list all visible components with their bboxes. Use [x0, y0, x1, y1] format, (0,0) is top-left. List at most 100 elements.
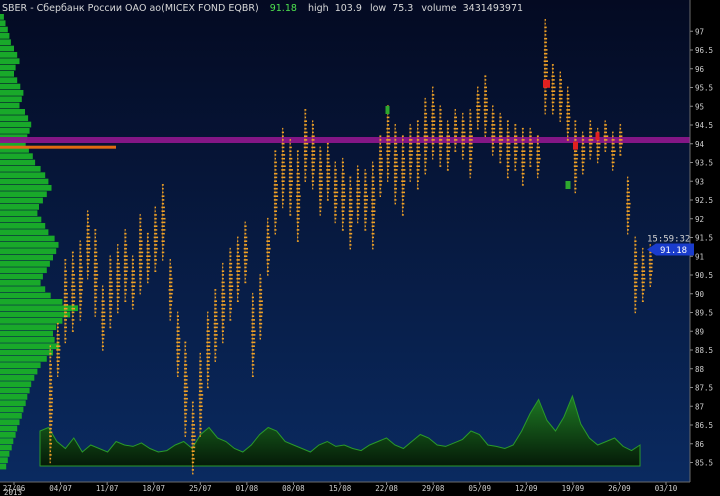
day-cluster[interactable]: [528, 127, 533, 167]
day-cluster[interactable]: [131, 255, 136, 310]
day-cluster[interactable]: [183, 341, 189, 437]
day-cluster[interactable]: [431, 86, 436, 160]
day-cluster[interactable]: [566, 86, 571, 141]
cluster-dash: [334, 169, 337, 171]
day-cluster[interactable]: [251, 292, 256, 377]
horizontal-line-94-1[interactable]: [0, 137, 690, 143]
cluster-dash: [206, 371, 209, 374]
day-cluster[interactable]: [176, 311, 181, 377]
day-cluster[interactable]: [311, 120, 316, 190]
day-cluster[interactable]: [491, 105, 496, 156]
day-cluster[interactable]: [78, 240, 84, 321]
day-cluster[interactable]: [506, 120, 511, 179]
cluster-dash: [484, 135, 486, 137]
day-cluster[interactable]: [266, 217, 271, 276]
day-cluster[interactable]: [356, 165, 361, 224]
day-cluster[interactable]: [168, 259, 174, 321]
day-cluster[interactable]: [633, 236, 639, 314]
day-cluster[interactable]: [258, 274, 263, 340]
cluster-dash: [48, 386, 53, 389]
day-cluster[interactable]: [393, 124, 399, 205]
day-cluster[interactable]: [483, 75, 488, 137]
day-cluster[interactable]: [611, 131, 616, 171]
day-cluster[interactable]: [228, 247, 234, 321]
day-cluster[interactable]: [93, 229, 99, 317]
cluster-dash: [439, 124, 443, 126]
day-cluster[interactable]: [513, 124, 519, 171]
day-cluster[interactable]: [476, 86, 481, 130]
cluster-dash: [379, 172, 383, 175]
day-cluster[interactable]: [281, 127, 286, 209]
cluster-dash: [236, 247, 240, 250]
cluster-dash: [312, 120, 314, 122]
cluster-dash: [514, 139, 518, 141]
current-price-marker[interactable]: 15:59:32 91.18: [647, 235, 694, 257]
day-cluster[interactable]: [618, 124, 623, 156]
cluster-dash: [48, 405, 53, 407]
day-cluster[interactable]: [273, 150, 279, 235]
day-cluster[interactable]: [401, 135, 406, 216]
day-cluster[interactable]: [198, 352, 204, 437]
day-cluster[interactable]: [206, 311, 211, 389]
day-cluster[interactable]: [108, 255, 114, 329]
day-cluster[interactable]: [408, 124, 414, 182]
day-cluster[interactable]: [521, 127, 526, 186]
day-cluster[interactable]: [71, 251, 76, 332]
cluster-dash: [649, 285, 651, 287]
cluster-dash: [266, 232, 270, 235]
day-cluster[interactable]: [416, 120, 421, 190]
day-cluster[interactable]: [453, 109, 459, 152]
cluster-dash: [131, 281, 136, 284]
day-cluster[interactable]: [86, 210, 91, 280]
cluster-dash: [109, 326, 112, 329]
day-cluster[interactable]: [648, 244, 653, 287]
day-cluster[interactable]: [153, 206, 159, 272]
day-cluster[interactable]: [326, 142, 331, 201]
day-cluster[interactable]: [243, 221, 248, 284]
day-cluster[interactable]: [626, 176, 631, 235]
day-cluster[interactable]: [363, 169, 368, 231]
cluster-dash: [416, 176, 420, 179]
day-cluster[interactable]: [123, 229, 129, 302]
day-cluster[interactable]: [318, 146, 323, 216]
day-cluster[interactable]: [468, 109, 473, 179]
day-cluster[interactable]: [581, 131, 586, 175]
cluster-dash: [393, 176, 398, 179]
day-cluster[interactable]: [213, 289, 219, 362]
day-cluster[interactable]: [551, 64, 556, 115]
cluster-dash: [446, 169, 449, 171]
cluster-dash: [49, 442, 52, 445]
day-cluster[interactable]: [296, 150, 301, 242]
day-cluster[interactable]: [161, 184, 166, 261]
day-cluster[interactable]: [56, 322, 61, 377]
day-cluster[interactable]: [146, 232, 151, 284]
cluster-dash: [371, 180, 375, 182]
day-cluster[interactable]: [341, 157, 346, 231]
day-cluster[interactable]: [63, 259, 69, 344]
day-cluster[interactable]: [588, 120, 594, 160]
day-cluster[interactable]: [101, 285, 106, 351]
day-cluster[interactable]: [498, 112, 504, 164]
day-cluster[interactable]: [641, 247, 646, 302]
day-cluster[interactable]: [116, 244, 121, 314]
day-cluster[interactable]: [461, 112, 466, 160]
day-cluster[interactable]: [303, 109, 309, 182]
day-cluster[interactable]: [603, 120, 609, 152]
day-cluster[interactable]: [138, 214, 144, 295]
day-cluster[interactable]: [348, 176, 354, 250]
day-cluster[interactable]: [191, 401, 196, 475]
day-cluster[interactable]: [236, 236, 241, 302]
day-cluster[interactable]: [221, 262, 226, 344]
day-cluster[interactable]: [558, 71, 563, 122]
cluster-dash: [282, 206, 284, 209]
day-cluster[interactable]: [446, 120, 451, 171]
day-cluster[interactable]: [288, 139, 293, 216]
day-cluster[interactable]: [48, 345, 53, 464]
day-cluster[interactable]: [378, 135, 383, 197]
day-cluster[interactable]: [536, 135, 541, 179]
day-cluster[interactable]: [333, 161, 339, 224]
day-cluster[interactable]: [423, 97, 429, 175]
day-cluster[interactable]: [371, 161, 376, 250]
day-cluster[interactable]: [438, 105, 443, 167]
